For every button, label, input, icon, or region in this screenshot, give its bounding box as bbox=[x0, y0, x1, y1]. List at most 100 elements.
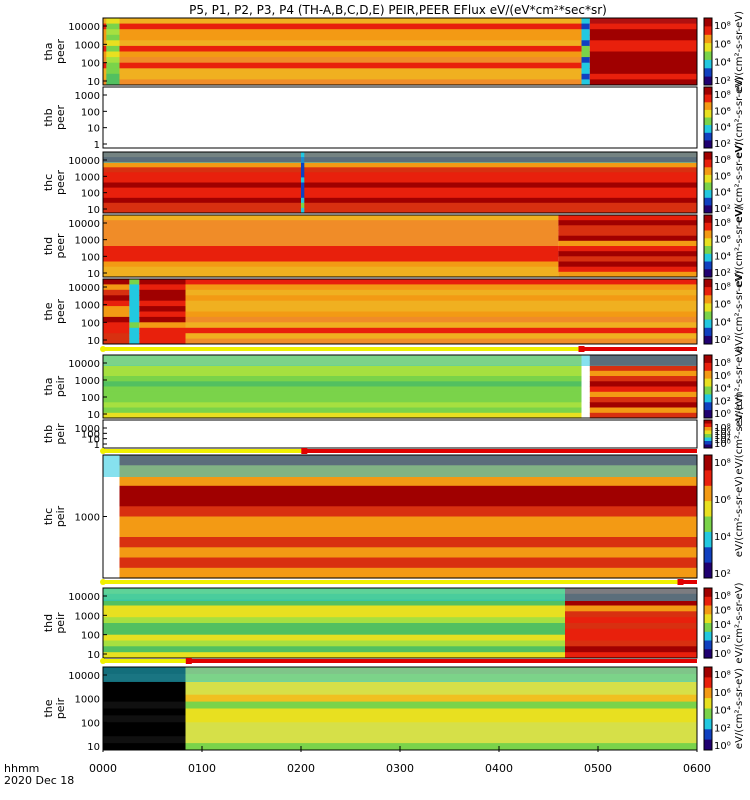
spectrogram-cell bbox=[185, 708, 697, 716]
colorbar-segment bbox=[704, 51, 712, 61]
colorbar-segment bbox=[704, 159, 712, 168]
spectrogram-cell bbox=[106, 57, 120, 64]
spectrogram-cell bbox=[103, 640, 565, 647]
spectrogram-cell bbox=[185, 729, 697, 737]
spectrogram-cell bbox=[185, 694, 697, 703]
spectrogram-cell bbox=[589, 370, 698, 377]
colorbar-segment bbox=[704, 386, 712, 395]
colorbar-segment bbox=[704, 295, 712, 304]
spectrogram-cell bbox=[103, 370, 582, 377]
colorbar-tick-label: 10² bbox=[714, 268, 731, 279]
y-tick-label: 10 bbox=[87, 650, 100, 661]
colorbar-tick-label: 10⁴ bbox=[714, 706, 731, 717]
spectrogram-cell bbox=[103, 300, 130, 307]
spectrogram-cell bbox=[106, 79, 120, 86]
colorbar-segment bbox=[704, 152, 712, 161]
panel-the-peir: the peir 10000 1000 100 10 10⁸ 10⁶ 10⁴ 10² 10⁰ eV/(… bbox=[42, 666, 745, 753]
spectrogram-cell bbox=[565, 634, 697, 641]
spectrogram-cell bbox=[119, 567, 697, 579]
y-tick-label: 1 bbox=[94, 440, 100, 451]
spectrogram-cell bbox=[103, 29, 582, 36]
spectrogram-cell bbox=[185, 743, 697, 751]
colorbar-tick-label: 10⁰ bbox=[714, 649, 731, 660]
spectrogram-cell bbox=[589, 397, 698, 403]
spectrogram-cell bbox=[558, 220, 697, 226]
colorbar-segment bbox=[704, 174, 712, 183]
spectrogram-cell bbox=[589, 34, 698, 41]
spectrogram-cell bbox=[139, 322, 186, 329]
spectrogram-cell bbox=[301, 202, 305, 209]
spectrogram-cell bbox=[119, 537, 697, 548]
colorbar-units-label: eV/(cm²-s-sr-eV) bbox=[734, 142, 745, 223]
colorbar-segment bbox=[704, 43, 712, 52]
colorbar-segment bbox=[704, 287, 712, 296]
colorbar-tick-label: 10⁸ bbox=[714, 423, 731, 434]
spectrogram-cell bbox=[103, 187, 697, 194]
status-bar-yellow bbox=[103, 449, 305, 453]
spectrogram-cell bbox=[139, 284, 186, 291]
colorbar-tick-label: 10² bbox=[714, 723, 731, 734]
spectrogram-cell bbox=[185, 338, 697, 345]
spectrogram-cell bbox=[565, 605, 697, 612]
y-tick-label: 10 bbox=[87, 205, 100, 216]
colorbar-tick-label: 10⁴ bbox=[714, 188, 731, 199]
status-bar-marker bbox=[578, 346, 585, 352]
spectrogram-cell bbox=[106, 45, 120, 52]
panel-label-species: peer bbox=[54, 170, 67, 196]
spectrogram-cell bbox=[185, 300, 697, 307]
spectrogram-cell bbox=[103, 215, 559, 221]
colorbar-segment bbox=[704, 140, 712, 149]
colorbar-segment bbox=[704, 596, 712, 607]
time-axis: 0000 0100 0200 0300 0400 0500 0600 bbox=[89, 746, 711, 775]
spectrogram-cell bbox=[129, 327, 140, 334]
spectrogram-cell bbox=[589, 79, 698, 86]
spectrogram-cell bbox=[106, 62, 120, 69]
spectrogram-cell bbox=[139, 333, 186, 340]
spectrogram-cell bbox=[106, 51, 120, 58]
colorbar-segment bbox=[704, 394, 712, 403]
status-bar-red bbox=[680, 580, 697, 584]
y-tick-label: 100 bbox=[81, 631, 100, 642]
spectrogram-cell bbox=[103, 407, 582, 414]
colorbar-segment bbox=[704, 279, 712, 288]
spectrogram-cell bbox=[103, 386, 582, 393]
spectrogram-cell bbox=[103, 34, 582, 41]
colorbar-tick-label: 10⁶ bbox=[714, 606, 731, 617]
colorbar-segment bbox=[704, 420, 712, 424]
colorbar-frame bbox=[703, 454, 713, 579]
spectrogram-cell bbox=[103, 251, 559, 257]
y-tick-label: 1000 bbox=[75, 301, 100, 312]
spectrogram-cell bbox=[581, 79, 590, 86]
spectrogram-cell bbox=[103, 729, 186, 737]
spectrogram-cell bbox=[103, 391, 582, 398]
spectrogram-cell bbox=[129, 338, 140, 345]
colorbar-tick-label: 10⁸ bbox=[714, 358, 731, 369]
panel-label-species: peir bbox=[54, 697, 67, 719]
status-bar-marker bbox=[301, 448, 308, 454]
spectrogram-high-energy-band bbox=[103, 152, 697, 163]
panel-label-species: peir bbox=[54, 505, 67, 527]
spectrogram-cell bbox=[103, 338, 130, 345]
spectrogram-cell bbox=[103, 62, 582, 69]
x-tick-label: 0400 bbox=[485, 762, 513, 775]
panel-label-species: peir bbox=[54, 612, 67, 634]
spectrogram-cell bbox=[185, 306, 697, 312]
colorbar-units-label: eV/(cm²-s-sr-eV) bbox=[734, 205, 745, 286]
spectrogram-cell bbox=[185, 279, 697, 285]
colorbar-tick-label: 10⁶ bbox=[714, 235, 731, 246]
spectrogram-cell bbox=[301, 187, 305, 194]
colorbar-tick-label: 10⁴ bbox=[714, 317, 731, 328]
spectrogram-cell bbox=[558, 261, 697, 268]
spectrogram-cell bbox=[129, 289, 140, 296]
spectrogram-cell bbox=[129, 284, 140, 291]
colorbar-tick-label: 10⁸ bbox=[714, 282, 731, 293]
spectrogram-cell bbox=[558, 271, 697, 278]
spectrogram-cell bbox=[103, 162, 697, 168]
spectrogram-cell bbox=[103, 599, 565, 606]
spectrogram-cell bbox=[581, 23, 590, 30]
spectrogram-cell bbox=[589, 402, 698, 409]
colorbar-tick-label: 10⁸ bbox=[714, 155, 731, 166]
colorbar-segment bbox=[704, 34, 712, 44]
colorbar-segment bbox=[704, 427, 712, 431]
